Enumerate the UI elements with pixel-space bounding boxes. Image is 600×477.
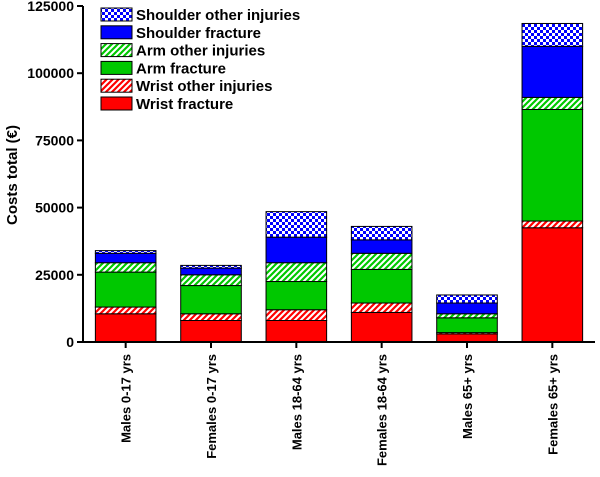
- bar-arm-fracture-females-0-17-yrs: [180, 285, 242, 315]
- bar-shoulder-other-injuries-males-65-yrs: [436, 294, 498, 304]
- bar-shoulder-fracture-females-0-17-yrs: [180, 267, 242, 276]
- bar-arm-fracture-males-65-yrs: [436, 317, 498, 334]
- bar-wrist-other-injuries-females-18-64-yrs: [350, 302, 413, 313]
- bar-shoulder-fracture-females-65-yrs: [521, 45, 584, 98]
- bar-wrist-fracture-males-65-yrs: [436, 333, 498, 343]
- bar-shoulder-fracture-females-18-64-yrs: [350, 239, 413, 254]
- x-tick-label: Males 0-17 yrs: [119, 354, 134, 443]
- legend-label-wrist-fracture: Wrist fracture: [136, 96, 233, 113]
- bar-wrist-other-injuries-males-0-17-yrs: [94, 306, 157, 315]
- y-tick-label: 50000: [35, 200, 74, 216]
- axes-layer: 0 25000 50000 75000 100000 125000: [27, 0, 595, 350]
- bar-wrist-fracture-males-18-64-yrs: [265, 320, 328, 343]
- bar-shoulder-fracture-males-0-17-yrs: [94, 252, 157, 264]
- bar-shoulder-other-injuries-females-0-17-yrs: [180, 264, 242, 269]
- y-tick-label: 125000: [27, 0, 74, 14]
- bar-arm-other-injuries-males-65-yrs: [436, 313, 498, 319]
- bar-arm-other-injuries-females-0-17-yrs: [180, 274, 242, 287]
- legend-swatch-arm-other-injuries: [100, 43, 133, 58]
- bar-shoulder-fracture-males-65-yrs: [436, 302, 498, 315]
- legend-swatch-arm-fracture: [100, 60, 133, 75]
- bar-wrist-fracture-males-0-17-yrs: [94, 313, 157, 343]
- y-axis-label: Costs total (€): [4, 125, 21, 225]
- bar-arm-other-injuries-females-18-64-yrs: [350, 252, 413, 270]
- y-tick-label: 0: [66, 334, 74, 350]
- bar-arm-fracture-males-18-64-yrs: [265, 281, 328, 311]
- bar-shoulder-other-injuries-males-0-17-yrs: [94, 250, 157, 254]
- x-tick-label: Males 18-64 yrs: [289, 354, 304, 450]
- legend-label-arm-other-injuries: Arm other injuries: [136, 43, 265, 60]
- x-tick-label: Females 0-17 yrs: [204, 354, 219, 459]
- bar-wrist-fracture-females-0-17-yrs: [180, 320, 242, 343]
- bar-wrist-fracture-females-18-64-yrs: [350, 311, 413, 343]
- bar-wrist-other-injuries-females-65-yrs: [521, 220, 584, 229]
- y-tick-label: 25000: [35, 267, 74, 283]
- legend-swatch-shoulder-fracture: [100, 25, 133, 40]
- x-tick-label: Females 18-64 yrs: [375, 354, 390, 466]
- bar-wrist-fracture-females-65-yrs: [521, 227, 584, 343]
- bar-arm-fracture-females-65-yrs: [521, 108, 584, 222]
- legend-swatch-wrist-other-injuries: [100, 78, 133, 93]
- x-tick-label: Females 65+ yrs: [545, 354, 560, 455]
- bars-layer: Males 0-17 yrs Females 0-17 yrs Males 18-6…: [94, 22, 584, 466]
- legend-label-wrist-other-injuries: Wrist other injuries: [136, 78, 272, 95]
- legend-label-shoulder-other-injuries: Shoulder other injuries: [136, 7, 300, 24]
- bar-wrist-other-injuries-males-18-64-yrs: [265, 309, 328, 321]
- bar-arm-other-injuries-females-65-yrs: [521, 96, 584, 110]
- legend-label-shoulder-fracture: Shoulder fracture: [136, 25, 261, 42]
- bar-shoulder-other-injuries-females-65-yrs: [521, 22, 584, 47]
- bar-shoulder-fracture-males-18-64-yrs: [265, 236, 328, 264]
- legend-swatch-shoulder-other-injuries: [100, 7, 133, 22]
- bar-arm-other-injuries-males-0-17-yrs: [94, 262, 157, 273]
- bar-shoulder-other-injuries-females-18-64-yrs: [350, 225, 413, 241]
- y-tick-label: 100000: [27, 65, 74, 81]
- bar-arm-fracture-males-0-17-yrs: [94, 271, 157, 308]
- legend-label-arm-fracture: Arm fracture: [136, 60, 226, 77]
- x-tick-label: Males 65+ yrs: [460, 354, 475, 439]
- y-tick-label: 75000: [35, 132, 74, 148]
- bar-wrist-other-injuries-females-0-17-yrs: [180, 313, 242, 321]
- legend-swatch-wrist-fracture: [100, 96, 133, 111]
- bar-arm-fracture-females-18-64-yrs: [350, 268, 413, 304]
- bar-arm-other-injuries-males-18-64-yrs: [265, 262, 328, 283]
- bar-shoulder-other-injuries-males-18-64-yrs: [265, 211, 328, 238]
